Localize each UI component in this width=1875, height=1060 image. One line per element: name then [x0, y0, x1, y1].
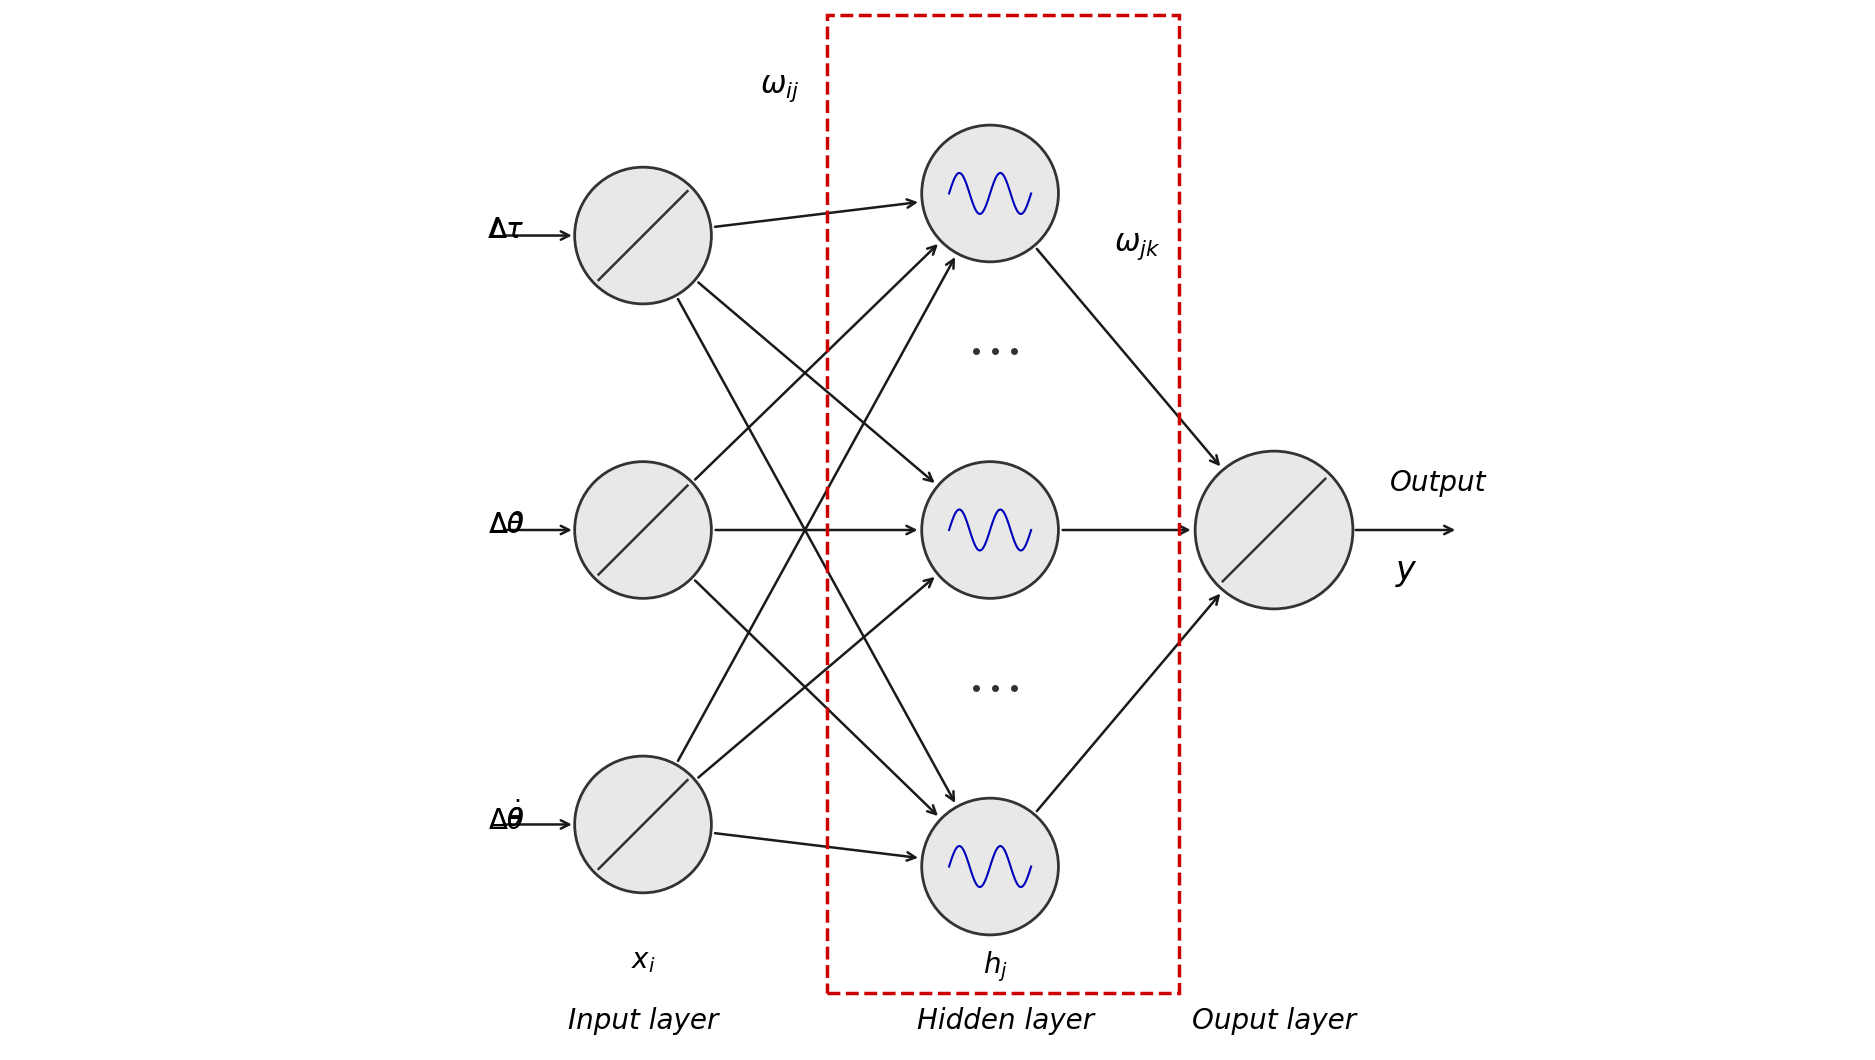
Text: $Δτ$: $Δτ$	[489, 218, 523, 243]
Text: $y$: $y$	[1395, 555, 1418, 588]
Text: $\omega_{jk}$: $\omega_{jk}$	[1114, 231, 1161, 262]
Text: $x_i$: $x_i$	[630, 948, 654, 975]
Circle shape	[922, 125, 1059, 262]
Circle shape	[574, 167, 711, 304]
Circle shape	[1194, 452, 1354, 608]
Text: $Δθ̇$: $Δθ̇$	[489, 808, 523, 831]
Text: $\Delta\dot{\theta}$: $\Delta\dot{\theta}$	[488, 802, 525, 836]
Text: $Δθ$: $Δθ$	[489, 513, 523, 536]
Circle shape	[574, 462, 711, 598]
Text: Output: Output	[1389, 469, 1487, 497]
Text: $\Delta\tau$: $\Delta\tau$	[488, 216, 525, 244]
Text: Hidden layer: Hidden layer	[917, 1007, 1095, 1035]
Text: Ouput layer: Ouput layer	[1192, 1007, 1356, 1035]
Circle shape	[922, 462, 1059, 598]
Circle shape	[922, 798, 1059, 935]
Text: $h_j$: $h_j$	[982, 949, 1009, 984]
Text: Input layer: Input layer	[568, 1007, 718, 1035]
Text: $\Delta\theta$: $\Delta\theta$	[488, 511, 525, 538]
Circle shape	[574, 756, 711, 893]
Text: $\omega_{ij}$: $\omega_{ij}$	[759, 73, 799, 104]
